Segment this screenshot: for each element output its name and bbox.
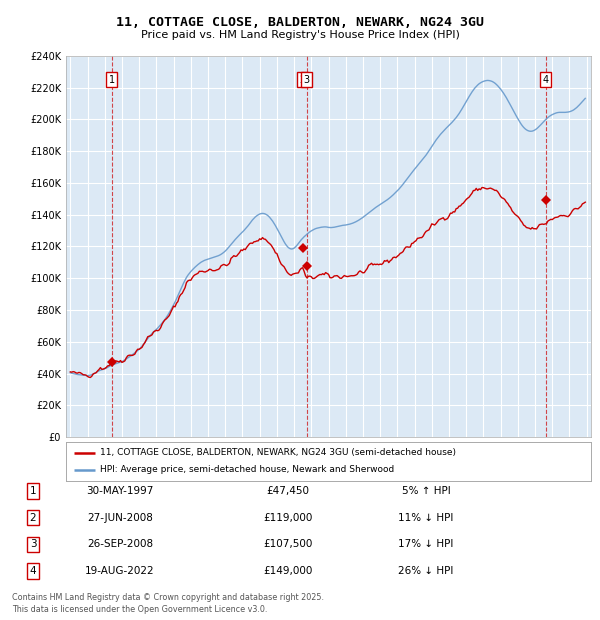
Text: 3: 3 xyxy=(304,74,310,85)
Text: £47,450: £47,450 xyxy=(266,486,310,496)
Text: 1: 1 xyxy=(29,486,37,496)
Text: 27-JUN-2008: 27-JUN-2008 xyxy=(87,513,153,523)
Text: 4: 4 xyxy=(543,74,549,85)
Text: 26-SEP-2008: 26-SEP-2008 xyxy=(87,539,153,549)
Text: 2: 2 xyxy=(29,513,37,523)
Text: Price paid vs. HM Land Registry's House Price Index (HPI): Price paid vs. HM Land Registry's House … xyxy=(140,30,460,40)
Text: 2: 2 xyxy=(299,74,305,85)
Text: 3: 3 xyxy=(29,539,37,549)
Text: 11, COTTAGE CLOSE, BALDERTON, NEWARK, NG24 3GU: 11, COTTAGE CLOSE, BALDERTON, NEWARK, NG… xyxy=(116,16,484,29)
Text: £149,000: £149,000 xyxy=(263,566,313,576)
Text: 5% ↑ HPI: 5% ↑ HPI xyxy=(401,486,451,496)
Text: 30-MAY-1997: 30-MAY-1997 xyxy=(86,486,154,496)
Text: Contains HM Land Registry data © Crown copyright and database right 2025.
This d: Contains HM Land Registry data © Crown c… xyxy=(12,593,324,614)
Text: 11, COTTAGE CLOSE, BALDERTON, NEWARK, NG24 3GU (semi-detached house): 11, COTTAGE CLOSE, BALDERTON, NEWARK, NG… xyxy=(100,448,456,458)
Text: 19-AUG-2022: 19-AUG-2022 xyxy=(85,566,155,576)
Text: 26% ↓ HPI: 26% ↓ HPI xyxy=(398,566,454,576)
Text: HPI: Average price, semi-detached house, Newark and Sherwood: HPI: Average price, semi-detached house,… xyxy=(100,465,394,474)
Text: £107,500: £107,500 xyxy=(263,539,313,549)
Text: 11% ↓ HPI: 11% ↓ HPI xyxy=(398,513,454,523)
Text: 1: 1 xyxy=(109,74,115,85)
Text: 4: 4 xyxy=(29,566,37,576)
Text: £119,000: £119,000 xyxy=(263,513,313,523)
Text: 17% ↓ HPI: 17% ↓ HPI xyxy=(398,539,454,549)
